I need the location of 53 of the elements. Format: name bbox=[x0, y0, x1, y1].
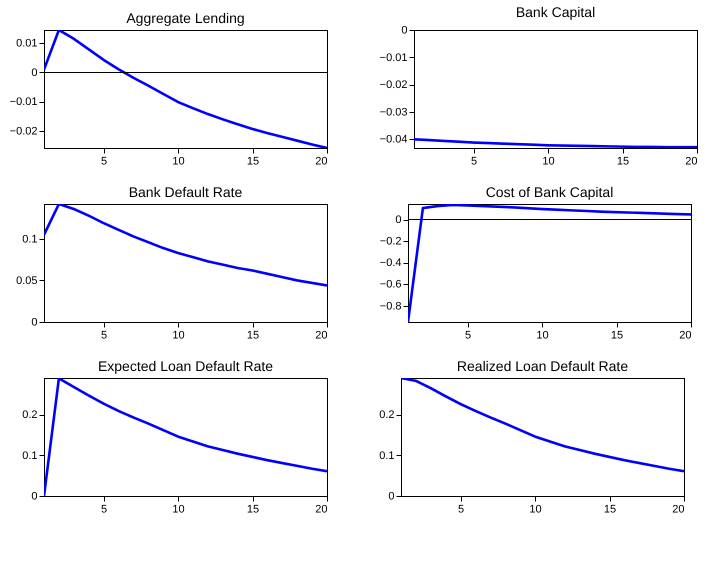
x-tick-label: 10 bbox=[542, 156, 555, 168]
chart-title: Bank Default Rate bbox=[128, 184, 243, 200]
y-tick-label: 0.1 bbox=[22, 233, 38, 246]
y-tick-label: −0.6 bbox=[380, 278, 402, 291]
x-tick-label: 15 bbox=[246, 504, 260, 516]
y-tick-label: 0.1 bbox=[379, 450, 394, 462]
x-tick-label: 15 bbox=[246, 330, 260, 342]
chart-title: Cost of Bank Capital bbox=[486, 184, 614, 200]
x-tick-label: 20 bbox=[315, 156, 328, 168]
y-tick-label: −0.01 bbox=[380, 52, 408, 64]
x-tick-label: 5 bbox=[465, 330, 472, 342]
x-tick-label: 5 bbox=[101, 504, 108, 516]
x-tick-label: 5 bbox=[101, 156, 108, 168]
chart-title: Realized Loan Default Rate bbox=[456, 358, 628, 374]
y-tick-label: 0 bbox=[401, 24, 408, 36]
y-tick-label: 0 bbox=[31, 316, 38, 328]
x-tick-label: 5 bbox=[458, 504, 464, 516]
x-tick-label: 20 bbox=[679, 330, 692, 342]
x-tick-label: 20 bbox=[685, 156, 698, 168]
y-tick-label: −0.2 bbox=[380, 236, 402, 248]
y-tick-label: 0.1 bbox=[22, 450, 38, 462]
y-tick-label: −0.02 bbox=[10, 126, 38, 138]
y-tick-label: −0.8 bbox=[380, 300, 402, 312]
x-tick-label: 20 bbox=[672, 504, 684, 516]
y-tick-label: 0.01 bbox=[16, 38, 38, 50]
y-tick-label: 0 bbox=[388, 490, 394, 502]
x-tick-label: 10 bbox=[536, 330, 549, 342]
y-tick-label: 0 bbox=[395, 214, 402, 226]
y-tick-label: −0.02 bbox=[380, 79, 408, 92]
x-tick-label: 10 bbox=[172, 504, 185, 516]
x-tick-label: 5 bbox=[101, 330, 108, 342]
chart-title: Aggregate Lending bbox=[126, 10, 245, 26]
x-tick-label: 15 bbox=[610, 330, 624, 342]
y-tick-label: −0.01 bbox=[10, 96, 38, 108]
chart-title: Bank Capital bbox=[516, 4, 596, 20]
y-tick-label: −0.4 bbox=[380, 257, 402, 270]
x-tick-label: 20 bbox=[315, 330, 328, 342]
x-tick-label: 10 bbox=[172, 330, 185, 342]
y-tick-label: 0.2 bbox=[22, 409, 38, 422]
chart-title: Expected Loan Default Rate bbox=[98, 358, 274, 374]
x-tick-label: 10 bbox=[172, 156, 185, 168]
x-tick-label: 10 bbox=[529, 504, 542, 516]
y-tick-label: 0 bbox=[31, 490, 38, 502]
y-tick-label: 0.05 bbox=[16, 274, 38, 287]
y-tick-label: 0.2 bbox=[379, 409, 394, 422]
y-tick-label: −0.04 bbox=[380, 134, 408, 146]
x-tick-label: 15 bbox=[616, 156, 630, 168]
x-tick-label: 5 bbox=[471, 156, 478, 168]
y-tick-label: −0.03 bbox=[380, 106, 408, 118]
x-tick-label: 15 bbox=[246, 156, 260, 168]
y-tick-label: 0 bbox=[31, 66, 38, 79]
x-tick-label: 15 bbox=[604, 504, 616, 516]
x-tick-label: 20 bbox=[315, 504, 328, 516]
